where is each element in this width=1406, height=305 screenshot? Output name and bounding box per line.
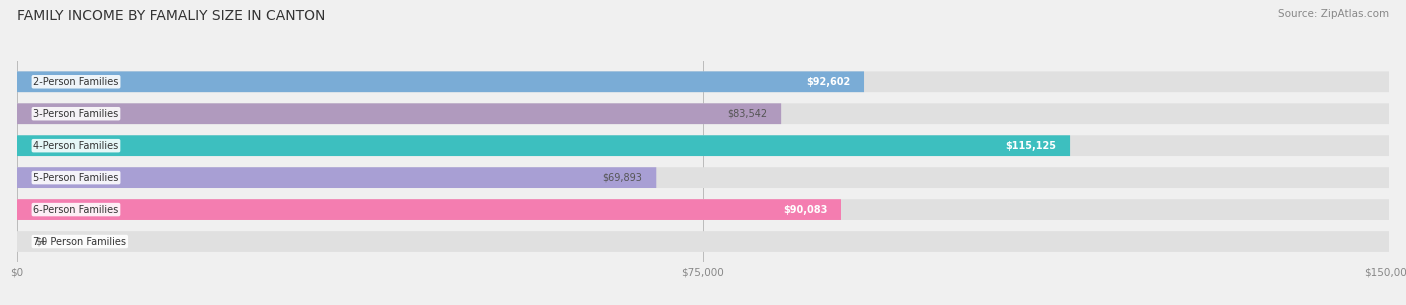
Text: $115,125: $115,125: [1005, 141, 1056, 151]
Text: $92,602: $92,602: [806, 77, 851, 87]
Text: FAMILY INCOME BY FAMALIY SIZE IN CANTON: FAMILY INCOME BY FAMALIY SIZE IN CANTON: [17, 9, 325, 23]
Text: $69,893: $69,893: [603, 173, 643, 183]
FancyBboxPatch shape: [17, 71, 865, 92]
Text: 3-Person Families: 3-Person Families: [34, 109, 118, 119]
Text: 4-Person Families: 4-Person Families: [34, 141, 118, 151]
FancyBboxPatch shape: [17, 199, 841, 220]
Text: $0: $0: [35, 237, 48, 246]
FancyBboxPatch shape: [17, 167, 1389, 188]
FancyBboxPatch shape: [17, 231, 1389, 252]
Text: 2-Person Families: 2-Person Families: [34, 77, 118, 87]
Text: 5-Person Families: 5-Person Families: [34, 173, 118, 183]
FancyBboxPatch shape: [17, 199, 1389, 220]
Text: $90,083: $90,083: [783, 205, 827, 215]
FancyBboxPatch shape: [17, 71, 1389, 92]
Text: 7+ Person Families: 7+ Person Families: [34, 237, 127, 246]
Text: Source: ZipAtlas.com: Source: ZipAtlas.com: [1278, 9, 1389, 19]
FancyBboxPatch shape: [17, 103, 1389, 124]
FancyBboxPatch shape: [17, 167, 657, 188]
FancyBboxPatch shape: [17, 103, 782, 124]
FancyBboxPatch shape: [17, 135, 1070, 156]
Text: $83,542: $83,542: [727, 109, 768, 119]
FancyBboxPatch shape: [17, 135, 1389, 156]
Text: 6-Person Families: 6-Person Families: [34, 205, 118, 215]
